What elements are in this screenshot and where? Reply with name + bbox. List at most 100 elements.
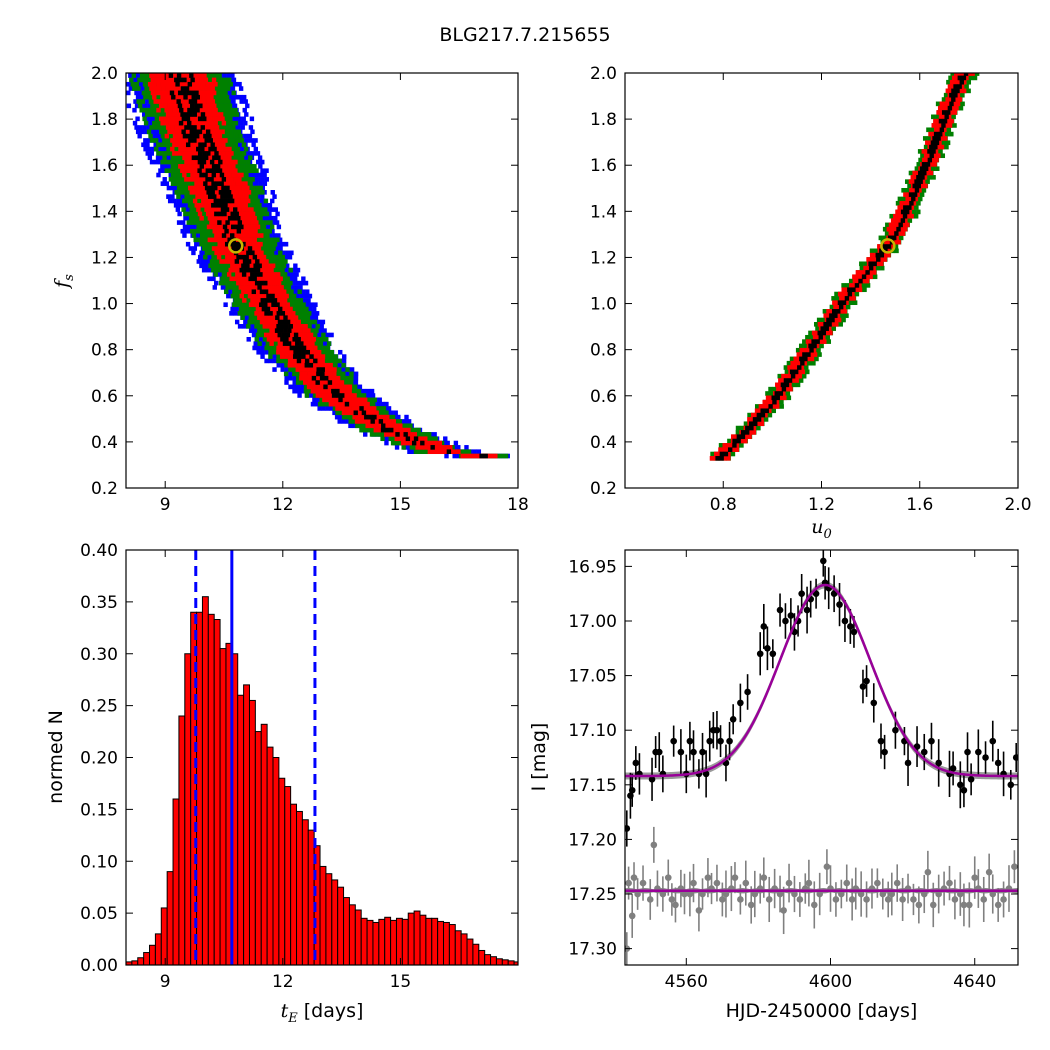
- density-cell-3sigma: [136, 99, 141, 104]
- density-cell-1sigma: [281, 319, 287, 325]
- density-cell-1sigma: [225, 198, 231, 204]
- density-cell-4sigma: [183, 207, 189, 212]
- density-cell-2sigma: [216, 254, 222, 260]
- density-cell-2sigma: [184, 107, 190, 113]
- density-cell-2sigma: [184, 81, 190, 87]
- density-cell-1sigma: [236, 254, 241, 260]
- density-cell-1sigma: [282, 341, 288, 346]
- density-cell-2sigma: [252, 237, 257, 243]
- density-cell-2sigma: [303, 375, 308, 381]
- density-cell-3sigma: [222, 99, 227, 104]
- density-cell-3sigma: [291, 306, 297, 312]
- density-cell-2sigma: [165, 86, 171, 91]
- density-cell-4sigma: [237, 94, 243, 100]
- density-cell-2sigma: [302, 328, 307, 333]
- density-cell-2sigma: [402, 427, 407, 433]
- density-cell-2sigma: [306, 328, 311, 333]
- density-cell-3sigma: [246, 177, 251, 182]
- density-cell-4sigma: [230, 86, 236, 91]
- density-cell-4sigma: [256, 194, 261, 199]
- density-cell-3sigma: [159, 107, 165, 113]
- density-cell-3sigma: [205, 73, 210, 78]
- density-cell-2sigma: [387, 419, 392, 424]
- density-cell-2sigma: [272, 319, 277, 325]
- density-cell-2sigma: [435, 449, 441, 455]
- density-cell-3sigma: [264, 345, 269, 351]
- density-cell-1sigma: [184, 125, 189, 130]
- density-cell-2sigma: [328, 362, 333, 368]
- density-cell-3sigma: [312, 319, 318, 325]
- density-cell-2sigma: [228, 228, 234, 234]
- density-cell-4sigma: [314, 401, 320, 407]
- density-cell-4sigma: [255, 151, 261, 156]
- density-cell-2sigma: [244, 215, 249, 221]
- density-cell-4sigma: [268, 358, 273, 364]
- density-cell-4sigma: [270, 228, 275, 234]
- density-cell-2sigma: [166, 77, 172, 83]
- density-cell-2sigma: [443, 449, 449, 455]
- density-cell-3sigma: [236, 289, 241, 295]
- density-cell-2sigma: [192, 177, 197, 182]
- density-cell-3sigma: [279, 259, 284, 264]
- density-cell-4sigma: [276, 224, 282, 230]
- density-cell-2sigma: [279, 354, 285, 359]
- density-cell-3sigma: [256, 211, 262, 217]
- density-cell-3sigma: [262, 336, 268, 342]
- density-cell-3sigma: [187, 202, 193, 208]
- density-cell-3sigma: [229, 285, 234, 290]
- density-cell-1sigma: [200, 146, 205, 152]
- density-cell-2sigma: [300, 332, 306, 338]
- density-cell-3sigma: [296, 371, 301, 377]
- density-cell-2sigma: [213, 81, 218, 87]
- density-cell-2sigma: [192, 185, 197, 191]
- density-cell-2sigma: [219, 215, 225, 221]
- density-cell-3sigma: [262, 237, 268, 243]
- density-cell-2sigma: [250, 220, 255, 225]
- density-cell-3sigma: [201, 246, 207, 251]
- density-cell-4sigma: [241, 116, 246, 122]
- density-cell-4sigma: [132, 107, 137, 113]
- density-cell-3sigma: [258, 237, 264, 243]
- density-cell-2sigma: [164, 120, 169, 126]
- density-cell-2sigma: [242, 298, 247, 303]
- density-cell-1sigma: [247, 246, 253, 251]
- density-cell-4sigma: [231, 77, 237, 83]
- density-cell-1sigma: [186, 90, 191, 96]
- density-cell-2sigma: [406, 427, 411, 433]
- density-cell-3sigma: [264, 241, 270, 247]
- density-cell-4sigma: [153, 142, 158, 148]
- density-cell-4sigma: [182, 202, 187, 208]
- density-cell-3sigma: [313, 332, 318, 338]
- density-cell-2sigma: [175, 103, 180, 109]
- density-cell-2sigma: [234, 263, 239, 269]
- density-cell-3sigma: [373, 432, 379, 437]
- density-cell-2sigma: [328, 367, 333, 372]
- density-cell-3sigma: [413, 449, 419, 455]
- density-cell-3sigma: [307, 388, 313, 394]
- density-cell-3sigma: [340, 375, 346, 381]
- density-cell-2sigma: [252, 215, 257, 221]
- density-cell-4sigma: [118, 69, 122, 74]
- density-cell-1sigma: [241, 263, 246, 269]
- density-cell-3sigma: [182, 198, 187, 204]
- density-cell-4sigma: [128, 73, 133, 78]
- density-cell-2sigma: [172, 133, 178, 139]
- density-cell-3sigma: [136, 86, 141, 91]
- x-tick-label: 12: [272, 495, 294, 515]
- density-cell-3sigma: [197, 215, 202, 221]
- density-cell-1sigma: [214, 211, 219, 217]
- density-cell-2sigma: [339, 380, 345, 385]
- density-cell-1sigma: [278, 306, 283, 312]
- density-cell-2sigma: [244, 194, 249, 199]
- density-cell-2sigma: [184, 177, 189, 182]
- density-cell-2sigma: [182, 164, 187, 169]
- density-cell-1sigma: [227, 237, 232, 243]
- density-cell-2sigma: [265, 267, 270, 273]
- density-cell-1sigma: [178, 120, 184, 126]
- density-cell-3sigma: [237, 151, 243, 156]
- density-cell-1sigma: [197, 159, 203, 165]
- density-cell-3sigma: [146, 129, 152, 135]
- density-cell-1sigma: [395, 432, 400, 437]
- density-cell-2sigma: [456, 449, 461, 455]
- density-cell-4sigma: [223, 302, 228, 308]
